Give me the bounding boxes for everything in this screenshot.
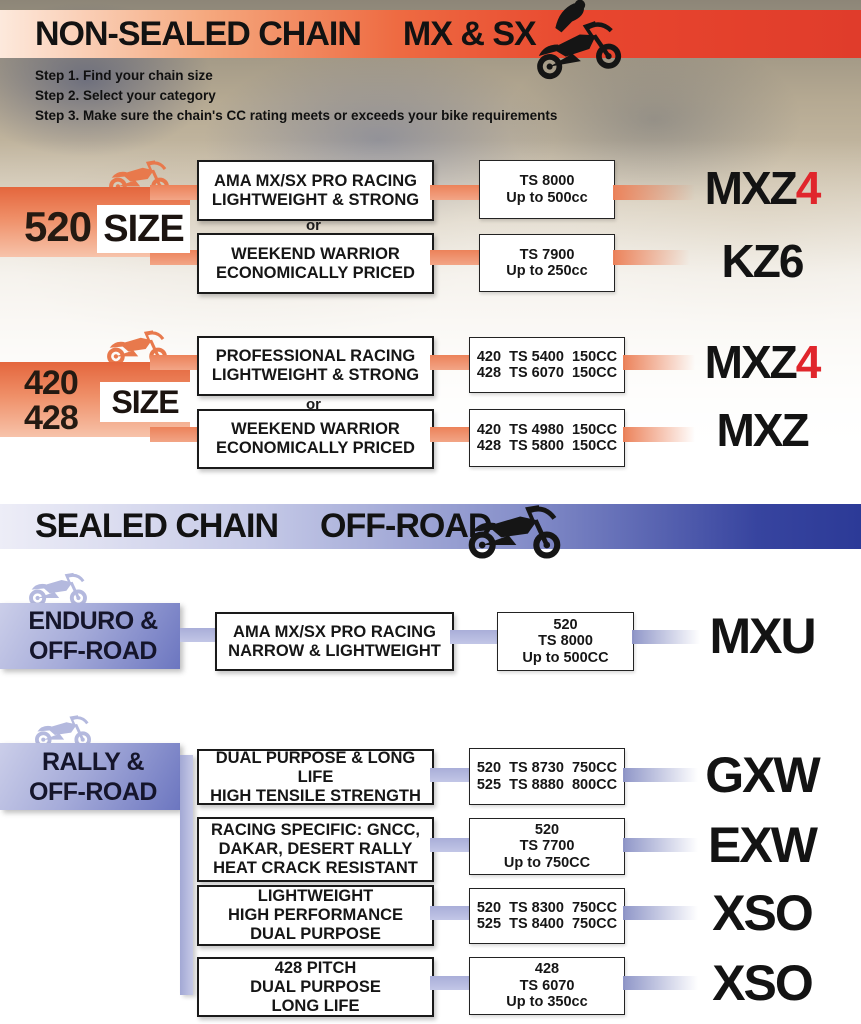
steps-text: Step 1. Find your chain size Step 2. Sel… [35, 68, 558, 123]
or-label: or [306, 217, 321, 234]
category-box: WEEKEND WARRIOR ECONOMICALLY PRICED [197, 233, 434, 294]
connector [623, 768, 698, 782]
dirt-bike-icon [28, 564, 88, 608]
model-text: MXU [709, 608, 816, 664]
or-label: or [306, 396, 321, 413]
connector [623, 976, 698, 990]
model-name: EXW [662, 820, 861, 870]
category-box: RACING SPECIFIC: GNCC, DAKAR, DESERT RAL… [197, 817, 434, 882]
category-box: PROFESSIONAL RACING LIGHTWEIGHT & STRONG [197, 336, 434, 396]
non-sealed-header-band: NON-SEALED CHAIN MX & SX [0, 10, 861, 58]
non-sealed-title: NON-SEALED CHAIN MX & SX [0, 14, 537, 54]
sealed-title-text: SEALED CHAIN [35, 507, 279, 545]
category-box: 428 PITCH DUAL PURPOSE LONG LIFE [197, 957, 434, 1017]
model-name: MXZ [662, 407, 861, 453]
size-420-size-box: SIZE [100, 382, 190, 422]
model-text: XSO [712, 955, 814, 1011]
model-name: MXZ4 [662, 165, 861, 211]
sealed-title: SEALED CHAIN OFF-ROAD [0, 507, 492, 546]
spec-box: 428 TS 6070 Up to 350cc [469, 957, 625, 1015]
connector [450, 630, 497, 644]
model-name: GXW [662, 750, 861, 800]
non-sealed-title-text: NON-SEALED CHAIN [35, 14, 362, 53]
connector [613, 250, 690, 265]
spec-box: 520 TS 8000 Up to 500CC [497, 612, 634, 671]
size-420-word: SIZE [111, 383, 179, 420]
connector [150, 185, 197, 200]
connector [430, 355, 469, 370]
connector [430, 250, 479, 265]
connector [632, 630, 700, 644]
rally-offroad-block: RALLY & OFF-ROAD [0, 743, 180, 810]
spec-box: 420 TS 4980 150CC 428 TS 5800 150CC [469, 409, 625, 467]
non-sealed-subtitle: MX & SX [402, 14, 537, 53]
spec-box: TS 8000 Up to 500cc [479, 160, 615, 219]
category-box: AMA MX/SX PRO RACING NARROW & LIGHTWEIGH… [215, 612, 454, 671]
connector-vertical [180, 755, 193, 995]
connector [623, 427, 695, 442]
connector [623, 355, 695, 370]
connector [150, 427, 197, 442]
category-box: DUAL PURPOSE & LONG LIFE HIGH TENSILE ST… [197, 749, 434, 805]
sealed-header-band: SEALED CHAIN OFF-ROAD [0, 504, 861, 549]
model-name: MXU [662, 611, 861, 661]
spec-box: 420 TS 5400 150CC 428 TS 6070 150CC [469, 337, 625, 393]
model-text: GXW [705, 747, 820, 803]
connector [150, 355, 197, 370]
model-text: MXZ [704, 162, 798, 214]
model-accent-text: 4 [795, 162, 822, 214]
category-box: AMA MX/SX PRO RACING LIGHTWEIGHT & STRON… [197, 160, 434, 221]
size-428-number: 428 [24, 399, 79, 437]
model-accent-text: 4 [795, 336, 822, 388]
model-text: EXW [708, 817, 818, 873]
enduro-offroad-label: ENDURO & OFF-ROAD [28, 607, 158, 665]
model-text: MXZ [716, 404, 809, 456]
model-text: MXZ [704, 336, 798, 388]
dirt-bike-icon [467, 490, 562, 562]
connector [623, 906, 698, 920]
category-box: WEEKEND WARRIOR ECONOMICALLY PRICED [197, 409, 434, 469]
connector [150, 250, 197, 265]
sealed-subtitle: OFF-ROAD [320, 507, 492, 545]
connector [430, 906, 469, 920]
connector [430, 185, 479, 200]
connector [430, 768, 469, 782]
size-520-word: SIZE [103, 207, 184, 250]
model-name: XSO [662, 888, 861, 938]
spec-box: 520 TS 8730 750CC 525 TS 8880 800CC [469, 748, 625, 805]
enduro-offroad-block: ENDURO & OFF-ROAD [0, 603, 180, 669]
connector [430, 427, 469, 442]
size-520-number: 520 [24, 203, 92, 250]
connector [623, 838, 698, 852]
rally-offroad-label: RALLY & OFF-ROAD [29, 747, 157, 806]
connector [430, 838, 469, 852]
connector [180, 628, 215, 642]
model-text: KZ6 [721, 235, 805, 287]
spec-box: 520 TS 8300 750CC 525 TS 8400 750CC [469, 888, 625, 944]
connector [613, 185, 695, 200]
model-name: KZ6 [662, 238, 861, 284]
model-text: XSO [712, 885, 814, 941]
spec-box: 520 TS 7700 Up to 750CC [469, 818, 625, 875]
model-name: XSO [662, 958, 861, 1008]
connector [430, 976, 469, 990]
size-520-size-box: SIZE [97, 205, 190, 253]
size-420-number: 420 [24, 364, 79, 402]
category-box: LIGHTWEIGHT HIGH PERFORMANCE DUAL PURPOS… [197, 885, 434, 946]
model-name: MXZ4 [662, 339, 861, 385]
spec-box: TS 7900 Up to 250cc [479, 234, 615, 292]
